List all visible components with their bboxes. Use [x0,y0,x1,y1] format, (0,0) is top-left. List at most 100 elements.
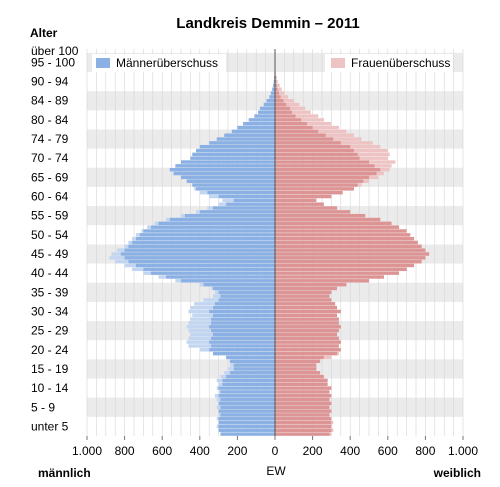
female-surplus-bar [363,179,369,183]
legend-female-swatch [331,58,345,68]
male-surplus-bar [207,206,213,210]
male-surplus-bar [165,217,170,222]
male-bar [218,417,275,421]
female-bar [275,305,338,310]
male-bar [273,79,275,84]
female-surplus-bar [337,351,339,356]
male-bar [269,95,275,99]
male-bar [209,141,275,145]
male-bar [143,267,275,272]
male-bar [254,114,275,118]
male-bar [222,378,275,383]
female-bar [275,102,287,107]
female-bar [275,252,430,256]
female-bar [275,378,328,383]
female-bar [275,355,324,360]
age-label: 10 - 14 [31,381,69,395]
male-bar [233,363,275,367]
male-bar [220,294,275,298]
female-bar [275,240,418,245]
female-surplus-bar [359,156,388,160]
female-surplus-bar [277,87,282,91]
female-bar [275,106,291,111]
female-bar [275,91,280,95]
female-surplus-bar [380,167,390,172]
female-bar [275,114,296,118]
female-bar [275,340,341,344]
female-bar [275,386,332,390]
male-bar [120,252,275,256]
female-bar [275,221,392,226]
male-bar [218,386,275,390]
female-bar [275,351,338,356]
female-bar [275,190,343,195]
male-bar [258,110,275,114]
male-bar [220,413,275,417]
female-bar [275,210,351,214]
female-bar [275,118,302,122]
female-bar [275,256,426,260]
male-bar [209,325,275,329]
male-bar [218,424,275,429]
female-bar [275,309,341,314]
female-surplus-bar [301,118,324,122]
female-bar [275,413,330,417]
female-bar [275,336,339,341]
age-label: 74 - 79 [31,132,69,146]
y-axis-title: Alter [30,26,58,40]
x-tick-labels: 1.000 800 600 400 200 0 200 400 600 800 1.000 [72,436,478,458]
male-surplus-bar [216,397,221,402]
female-bar [275,99,284,103]
male-bar [199,144,275,149]
male-surplus-bar [203,298,219,302]
male-bar [218,298,275,302]
male-bar [181,279,275,283]
male-bar [139,233,275,237]
male-surplus-bar [181,213,185,218]
female-bar [275,79,277,84]
x-tick-label: 600 [378,444,398,458]
male-surplus-bar [224,371,230,375]
x-tick-label: 400 [340,444,360,458]
female-bar [275,271,400,275]
female-bar [275,95,281,99]
male-surplus-bar [132,236,136,241]
male-bar [220,405,275,409]
male-surplus-bar [214,290,219,295]
male-bar [150,225,275,229]
male-surplus-bar [218,382,223,386]
female-surplus-bar [283,99,294,103]
male-surplus-bar [115,259,129,264]
male-surplus-bar [229,363,234,367]
male-bar [207,190,275,195]
male-bar [243,121,275,126]
male-surplus-bar [199,348,210,352]
female-bar [275,325,341,329]
male-bar [218,290,275,295]
male-bar [270,91,275,95]
female-bar [275,317,339,321]
female-bar [275,328,339,333]
male-surplus-bar [216,417,219,421]
male-bar [184,213,275,218]
x-tick-label: 400 [190,444,210,458]
male-surplus-bar [109,256,125,260]
male-bar [135,263,275,268]
male-bar [181,175,275,180]
male-bar [211,336,275,341]
legend-male-label: Männerüberschuss [116,56,218,70]
male-bar [218,420,275,425]
age-label: 80 - 84 [31,113,69,127]
age-label: 25 - 29 [31,324,69,338]
x-tick-label: 800 [115,444,135,458]
x-tick-label: 0 [272,444,279,458]
male-surplus-bar [132,267,144,272]
male-bar [192,183,275,187]
male-bar [231,129,275,134]
female-surplus-bar [286,102,300,107]
male-surplus-bar [222,198,234,203]
female-bar [275,259,422,264]
female-bar [275,279,369,283]
female-bar [275,432,330,436]
male-surplus-bar [186,340,210,344]
